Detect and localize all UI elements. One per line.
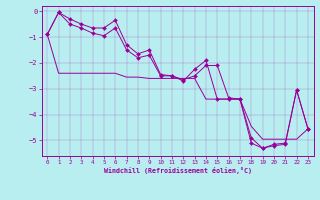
X-axis label: Windchill (Refroidissement éolien,°C): Windchill (Refroidissement éolien,°C) — [104, 167, 252, 174]
